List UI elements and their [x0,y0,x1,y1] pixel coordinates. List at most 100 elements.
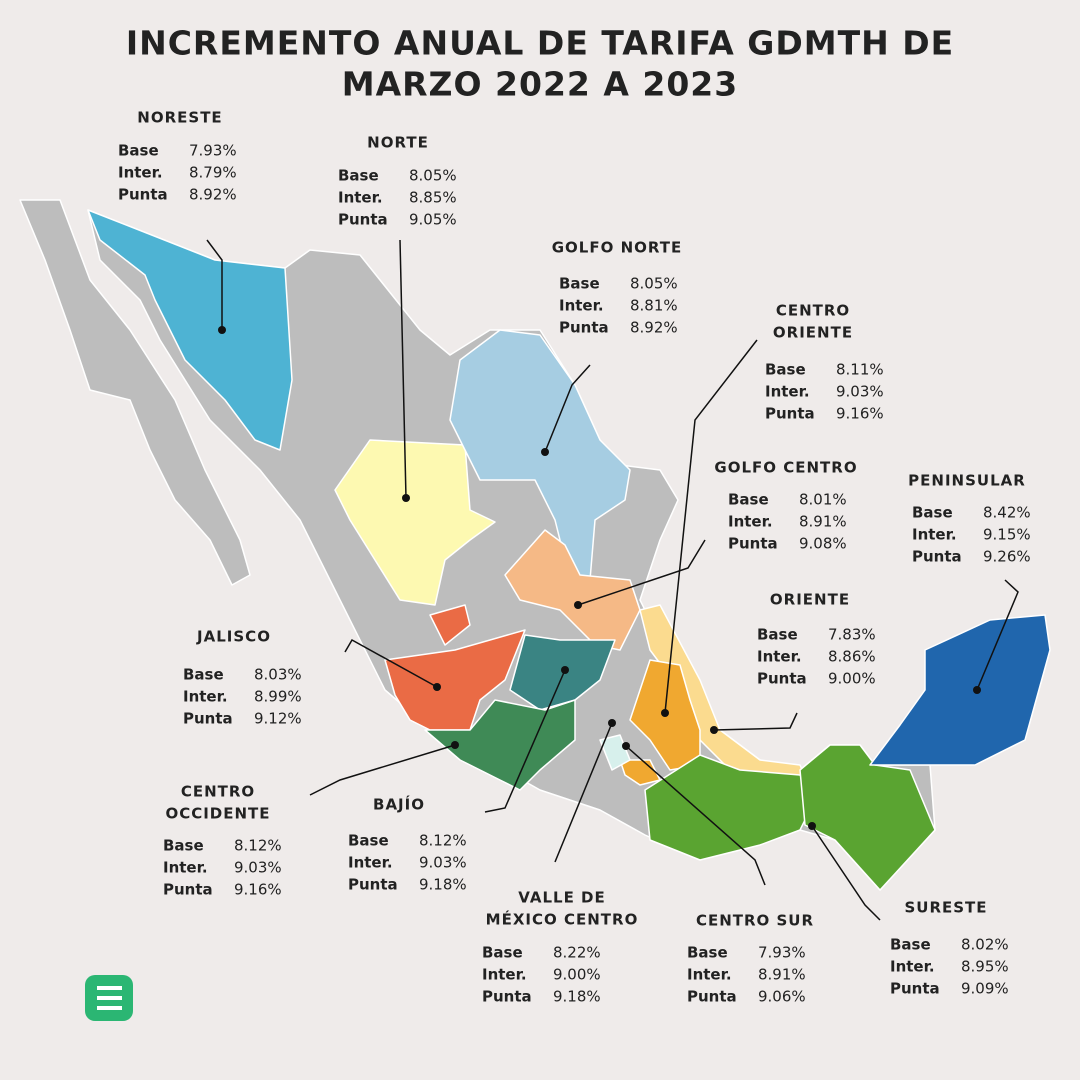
rate-value: 8.95% [961,958,1009,976]
row-label: Base [765,361,806,379]
region-name: ORIENTE [770,591,850,609]
region-name: GOLFO CENTRO [714,459,857,477]
row-label: Base [338,167,379,185]
leader-dot [622,742,630,750]
row-label: Base [348,832,389,850]
rate-value: 9.03% [419,854,467,872]
row-label: Punta [687,988,737,1006]
leader-dot [451,741,459,749]
rate-value: 8.79% [189,164,237,182]
row-label: Base [163,837,204,855]
row-label: Punta [559,319,609,337]
row-label: Inter. [118,164,163,182]
leader-line [811,825,881,921]
leader-dot [661,709,669,717]
rate-value: 8.91% [799,513,847,531]
rate-value: 8.11% [836,361,884,379]
region-jalisco [384,629,526,731]
row-label: Base [687,944,728,962]
rate-value: 9.16% [234,881,282,899]
region-golfo-norte [449,329,631,581]
rate-value: 9.09% [961,980,1009,998]
row-label: Inter. [348,854,393,872]
region-name: JALISCO [196,628,271,646]
leader-line [484,669,566,813]
row-label: Inter. [757,648,802,666]
leader-dot [608,719,616,727]
row-label: Punta [912,548,962,566]
leader-line [713,712,798,731]
leader-line [664,339,758,714]
rate-value: 8.22% [553,944,601,962]
leader-line [206,239,223,330]
rate-value: 7.93% [189,142,237,160]
rate-value: 8.81% [630,297,678,315]
region-callout: NORESTE Base 7.93% Inter. 8.79% Punta 8.92% [118,109,237,334]
rate-value: 9.06% [758,988,806,1006]
region-norte [334,439,496,606]
title: MARZO 2022 A 2023 [342,65,738,104]
region-centro-occidente [424,699,576,791]
region-callout: PENINSULAR Base 8.42% Inter. 9.15% Punta 9.26% [908,472,1031,694]
rate-value: 9.03% [836,383,884,401]
rate-value: 7.93% [758,944,806,962]
baja-california [19,199,251,586]
rate-value: 8.05% [409,167,457,185]
leader-dot [574,601,582,609]
leader-dot [808,822,816,830]
rate-value: 9.00% [828,670,876,688]
region-name: NORESTE [137,109,222,127]
region-callout: ORIENTE Base 7.83% Inter. 8.86% Punta 9.00% [710,591,876,734]
region-name: CENTRO SUR [696,912,814,930]
leader-line [625,745,766,886]
row-label: Base [183,666,224,684]
region-callout: VALLE DE MÉXICO CENTRO Base 8.22% Inter. 9.00… [482,719,639,1006]
region-name: OCCIDENTE [165,805,270,823]
rate-value: 9.26% [983,548,1031,566]
region-callout: SURESTE Base 8.02% Inter. 8.95% Punta 9.09% [808,822,1009,998]
region-callout: CENTRO SUR Base 7.93% Inter. 8.91% Punta 9.06% [622,742,814,1006]
title: INCREMENTO ANUAL DE TARIFA GDMTH DE [126,24,954,63]
row-label: Base [912,504,953,522]
map [19,199,1051,891]
region-name: VALLE DE [518,889,605,907]
row-label: Inter. [765,383,810,401]
region-jalisco-north [429,604,471,646]
row-label: Inter. [183,688,228,706]
leader-dot [973,686,981,694]
row-label: Punta [890,980,940,998]
row-label: Base [728,491,769,509]
region-name: SURESTE [904,899,987,917]
region-name: CENTRO [776,302,850,320]
rate-value: 9.00% [553,966,601,984]
leader-line [399,239,407,499]
rate-value: 7.83% [828,626,876,644]
row-label: Base [482,944,523,962]
rate-value: 8.01% [799,491,847,509]
rate-value: 8.92% [189,186,237,204]
region-name: NORTE [367,134,429,152]
rate-value: 8.02% [961,936,1009,954]
row-label: Base [118,142,159,160]
leader-line [544,364,591,453]
leader-line [577,539,706,606]
rate-value: 8.85% [409,189,457,207]
rate-value: 8.12% [419,832,467,850]
row-label: Punta [118,186,168,204]
row-label: Punta [482,988,532,1006]
region-golfo-centro [504,529,641,651]
leader-dot [561,666,569,674]
rate-value: 9.03% [234,859,282,877]
logo [85,975,133,1021]
rate-value: 9.12% [254,710,302,728]
leader-line [344,638,438,688]
row-label: Inter. [338,189,383,207]
region-callout: CENTRO ORIENTE Base 8.11% Inter. 9.03% Punta 9.… [661,302,884,717]
region-name: MÉXICO CENTRO [486,910,639,929]
row-label: Inter. [163,859,208,877]
row-label: Inter. [687,966,732,984]
region-callout: CENTRO OCCIDENTE Base 8.12% Inter. 9.03% Punta… [163,741,459,899]
region-callout: NORTE Base 8.05% Inter. 8.85% Punta 9.05% [338,134,457,502]
region-sureste-east [799,744,936,891]
